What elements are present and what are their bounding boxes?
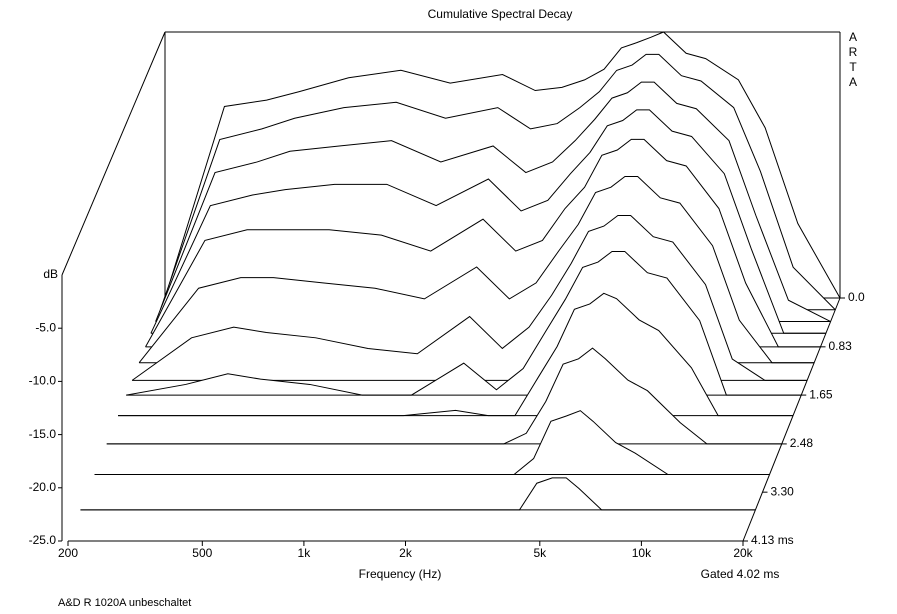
- footer: A&D R 1020A unbeschaltet: [58, 597, 191, 609]
- slice-fill: [106, 348, 782, 444]
- x-tick-label: 10k: [632, 546, 652, 560]
- gate-note: Gated 4.02 ms: [701, 567, 780, 581]
- slice-fill: [80, 477, 756, 510]
- t-tick-label: 0.83: [829, 339, 853, 353]
- x-tick-label: 5k: [533, 546, 547, 560]
- y-tick-label: -15.0: [29, 427, 57, 441]
- y-tick-label: -25.0: [29, 533, 57, 547]
- watermark: ARTA: [846, 30, 860, 90]
- slice-curve: [164, 31, 841, 299]
- slice-curve: [131, 214, 808, 381]
- x-tick-label: 200: [58, 546, 78, 560]
- side-edge: [61, 31, 166, 276]
- x-tick-label: 20k: [733, 546, 753, 560]
- slice-curve: [126, 250, 802, 396]
- x-axis-label: Frequency (Hz): [359, 567, 442, 581]
- t-tick-label: 3.30: [770, 484, 794, 498]
- y-tick-label: -5.0: [35, 320, 56, 334]
- t-tick-label: 0.0: [848, 290, 865, 304]
- slice-fill: [94, 410, 770, 475]
- t-tick-label: 4.13 ms: [751, 533, 794, 547]
- x-tick-label: 1k: [298, 546, 312, 560]
- chart-title: Cumulative Spectral Decay: [428, 7, 573, 21]
- slice-curve: [118, 292, 794, 417]
- x-tick-label: 500: [192, 546, 212, 560]
- slice-curve: [94, 410, 770, 476]
- slice-curve: [106, 347, 782, 445]
- slice-curve: [138, 176, 815, 364]
- x-tick-label: 2k: [399, 546, 413, 560]
- right-edge: [742, 297, 841, 542]
- slice-curve: [155, 81, 831, 322]
- slice-curve: [80, 477, 756, 511]
- slice-curve: [150, 109, 826, 334]
- t-tick-label: 1.65: [809, 387, 833, 401]
- slice-curve: [145, 138, 821, 348]
- slice-curve: [159, 53, 836, 311]
- y-tick-label: -10.0: [29, 374, 57, 388]
- t-tick-label: 2.48: [790, 436, 814, 450]
- y-tick-label: -20.0: [29, 480, 57, 494]
- y-axis-label: dB: [43, 267, 58, 281]
